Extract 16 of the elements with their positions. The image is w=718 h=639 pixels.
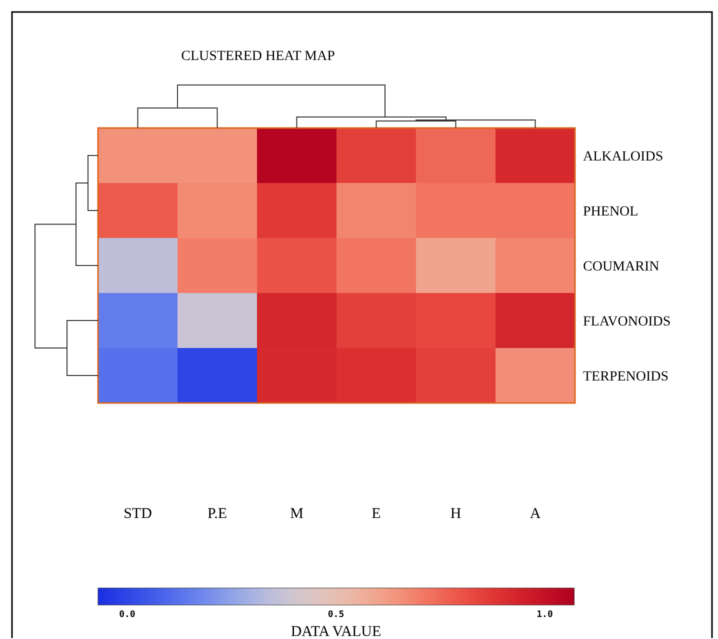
x-tick-label: A bbox=[530, 506, 541, 522]
x-tick-label: STD bbox=[124, 506, 152, 522]
chart-title: CLUSTERED HEAT MAP bbox=[181, 49, 336, 64]
y-tick-label: TERPENOIDS bbox=[583, 370, 669, 384]
x-tick-label: H bbox=[450, 506, 462, 522]
color-bar-label: 0.0 bbox=[119, 610, 136, 620]
color-bar-label: 0.5 bbox=[328, 610, 344, 620]
y-tick-label: PHENOL bbox=[583, 204, 638, 220]
y-tick-label: FLAVONOIDS bbox=[583, 314, 671, 330]
y-tick-label: ALKALOIDS bbox=[583, 150, 664, 164]
x-tick-label: M bbox=[290, 506, 304, 522]
color-bar-label: 1.0 bbox=[536, 610, 553, 620]
color-bar-title: DATA VALUE bbox=[290, 624, 382, 639]
y-tick-label: COUMARIN bbox=[583, 260, 660, 274]
x-tick-label: E bbox=[372, 506, 381, 522]
x-tick-label: P.E bbox=[207, 506, 228, 522]
